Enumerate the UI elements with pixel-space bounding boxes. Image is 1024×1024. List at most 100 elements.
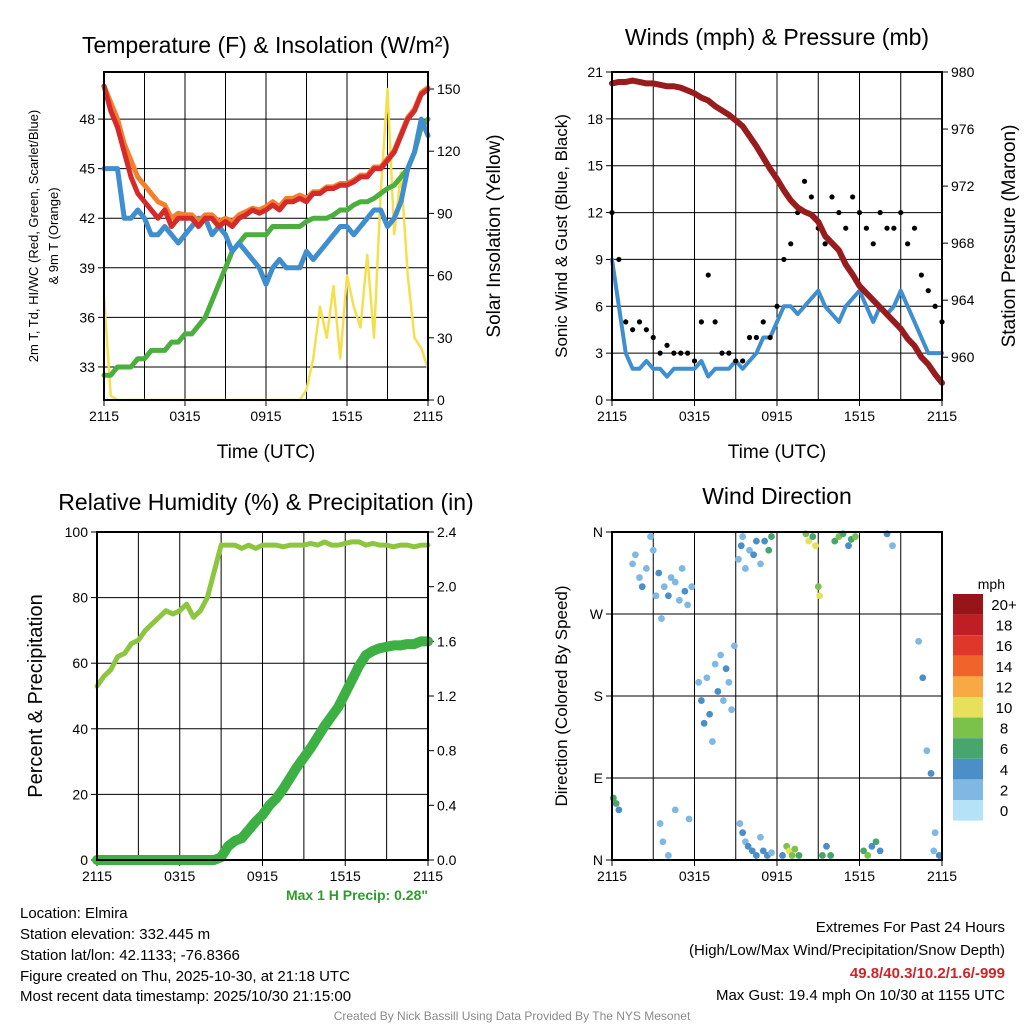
wind-xtick-label: 0915 (761, 408, 792, 424)
gust-point (877, 209, 883, 216)
gust-point (808, 194, 814, 200)
legend-swatch (953, 614, 983, 636)
wdir-xtick-label: 0915 (761, 868, 792, 884)
rh-y-tick-label: 20 (72, 786, 88, 802)
pressure-y-tick-label: 960 (951, 349, 975, 365)
wind-direction-point (752, 852, 760, 859)
wind-direction-point (889, 542, 896, 550)
wind-y-tick-label: 0 (595, 392, 603, 408)
wind-xtick-label: 2115 (927, 408, 957, 424)
gust-point (691, 358, 698, 364)
wind-direction-point (791, 845, 799, 853)
wind-direction-point (768, 533, 775, 540)
gust-point (636, 319, 643, 325)
wind-direction-point (737, 542, 745, 550)
wind-direction-point (655, 569, 663, 577)
wind-direction-point (615, 806, 623, 814)
legend-title: mph (978, 576, 1005, 592)
wind-y-tick-label: 18 (587, 111, 603, 127)
rh-xtick-label: 2115 (413, 868, 443, 884)
wdir-xtick-label: 2115 (597, 868, 627, 884)
rh-y-tick-label: 100 (65, 524, 89, 540)
gust-point (678, 350, 684, 356)
legend-swatch (953, 779, 983, 800)
wind-x-label: Time (UTC) (728, 442, 827, 463)
rh-chart-title: Relative Humidity (%) & Precipitation (i… (58, 489, 473, 515)
wind-direction-point (919, 674, 927, 682)
wind-direction-point (935, 852, 943, 859)
wdir-chart-title: Wind Direction (702, 483, 852, 509)
wind-direction-point (876, 847, 884, 855)
gust-point (829, 194, 835, 200)
solar-y-tick-label: 90 (437, 205, 453, 221)
wind-direction-point (872, 838, 880, 846)
gust-point (733, 358, 739, 364)
legend-swatch (953, 697, 983, 718)
rh-y-tick-label: 0 (80, 852, 88, 868)
solar-y-tick-label: 0 (437, 392, 445, 408)
wind-chart-title: Winds (mph) & Pressure (mb) (625, 24, 929, 50)
gust-point (911, 225, 918, 231)
wind-direction-point (664, 852, 672, 859)
extremes-values: 49.8/40.3/10.2/1.6/-999 (850, 965, 1005, 982)
gust-point (664, 342, 670, 348)
gust-point (801, 178, 808, 184)
gust-point (843, 225, 849, 231)
series-td (101, 116, 431, 378)
legend-swatch (953, 655, 983, 677)
legend-swatch (953, 738, 983, 759)
gust-point (726, 350, 732, 356)
solar-y-tick-label: 30 (437, 330, 453, 346)
temp-xtick-label: 0315 (169, 408, 200, 424)
rh-plot-frame (96, 531, 429, 861)
wdir-y-label: Direction (Colored By Speed) (552, 585, 571, 806)
legend-label: 18 (996, 618, 1013, 635)
wind-y-tick-label: 3 (595, 345, 603, 361)
pressure-y-tick-label: 980 (951, 64, 975, 80)
wind-direction-point (656, 820, 664, 827)
wind-direction-point (761, 537, 769, 545)
temp-y-label: 2m T, Td, HI/WC (Red, Green, Scarlet/Blu… (26, 110, 41, 362)
wind-y-tick-label: 9 (595, 251, 603, 267)
wind-direction-point (739, 829, 747, 837)
gust-point (836, 209, 842, 216)
gust-point (746, 334, 753, 341)
extremes-subheading: (High/Low/Max Wind/Precipitation/Snow De… (689, 942, 1005, 959)
elevation-text: Station elevation: 332.445 m (20, 926, 210, 943)
wind-xtick-label: 0315 (679, 408, 710, 424)
gust-point (698, 319, 704, 325)
wind-direction-point (814, 583, 822, 591)
wind-direction-point (722, 665, 730, 673)
legend-label: 8 (1000, 721, 1008, 738)
pressure-y-tick-label: 968 (951, 235, 975, 251)
solar-y-label: Solar Insolation (Yellow) (484, 134, 505, 337)
precip-y-tick-label: 2.0 (437, 579, 457, 595)
rh-xtick-label: 0315 (164, 868, 195, 884)
wind-direction-point (711, 660, 719, 668)
wind-direction-point (831, 537, 839, 545)
legend-label: 6 (1000, 741, 1008, 758)
wind-direction-point (685, 815, 693, 823)
wind-direction-point (728, 706, 736, 714)
legend-label: 2 (1000, 782, 1008, 799)
pressure-y-tick-label: 964 (951, 292, 975, 308)
precip-y-tick-label: 1.2 (437, 688, 457, 704)
wdir-y-tick-label: W (590, 606, 604, 622)
legend-label: 4 (1000, 762, 1008, 779)
legend-label: 10 (996, 700, 1013, 717)
temp-x-label: Time (UTC) (217, 442, 316, 463)
wind-direction-point (915, 637, 923, 645)
rh-y-label: Percent & Precipitation (25, 594, 47, 797)
max-gust-text: Max Gust: 19.4 mph On 10/30 at 1155 UTC (716, 987, 1005, 1004)
rh-xtick-label: 1515 (330, 868, 361, 884)
wind-direction-point (741, 565, 749, 572)
wind-direction-point (765, 546, 773, 554)
wind-direction-point (816, 592, 824, 600)
wind-direction-point (805, 537, 813, 545)
series-station-pressure (609, 77, 945, 386)
rh-y-tick-label: 60 (72, 655, 88, 671)
wdir-y-tick-label: N (593, 524, 603, 540)
wdir-y-tick-label: N (593, 852, 603, 868)
precip-y-tick-label: 0.4 (437, 797, 457, 813)
